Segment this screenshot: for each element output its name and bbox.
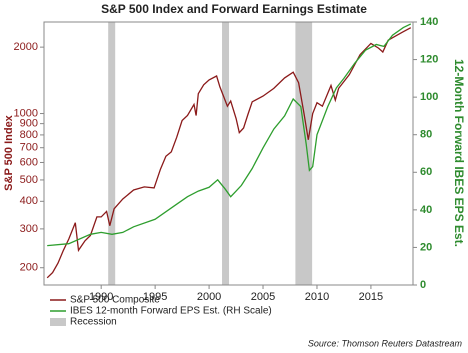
series-line bbox=[46, 27, 412, 279]
source-note: Source: Thomson Reuters Datastream bbox=[308, 338, 463, 348]
y2-tick-label: 40 bbox=[420, 204, 432, 216]
chart-title: S&P 500 Index and Forward Earnings Estim… bbox=[101, 2, 367, 16]
y2-tick-label: 100 bbox=[420, 91, 438, 103]
x-tick-label: 2010 bbox=[305, 291, 329, 303]
y2-tick-label: 140 bbox=[420, 16, 438, 28]
legend-swatch bbox=[50, 318, 66, 326]
x-tick-label: 2005 bbox=[251, 291, 275, 303]
y-tick-label: 1000 bbox=[14, 107, 38, 119]
series-line bbox=[47, 23, 412, 247]
y2-tick-label: 120 bbox=[420, 53, 438, 65]
recession-band bbox=[108, 22, 116, 285]
legend-label: IBES 12-month Forward EPS Est. (RH Scale… bbox=[70, 306, 272, 317]
plot-frame bbox=[43, 21, 414, 286]
y-tick-label: 700 bbox=[20, 142, 38, 154]
y2-tick-label: 20 bbox=[420, 241, 432, 253]
legend-label: Recession bbox=[70, 317, 117, 328]
y-tick-label: 300 bbox=[20, 223, 38, 235]
y-tick-label: 200 bbox=[20, 262, 38, 274]
y-tick-label: 500 bbox=[20, 174, 38, 186]
y-axis-title: S&P 500 Index bbox=[3, 114, 15, 190]
legend-label: S&P 500 Composite bbox=[70, 295, 160, 306]
y-tick-label: 900 bbox=[20, 118, 38, 130]
recession-band bbox=[222, 22, 230, 285]
y-tick-label: 800 bbox=[20, 129, 38, 141]
x-tick-label: 2000 bbox=[197, 291, 221, 303]
y-tick-label: 2000 bbox=[14, 41, 38, 53]
y2-tick-label: 60 bbox=[420, 166, 432, 178]
y2-tick-label: 80 bbox=[420, 129, 432, 141]
y-tick-label: 600 bbox=[20, 156, 38, 168]
y2-axis-title: 12-Month Forward IBES EPS Est. bbox=[452, 59, 466, 247]
recession-band bbox=[295, 22, 313, 285]
x-tick-label: 2015 bbox=[359, 291, 383, 303]
y2-tick-label: 0 bbox=[420, 279, 426, 291]
x-tick-label: 1995 bbox=[143, 291, 167, 303]
x-tick-label: 1990 bbox=[89, 291, 113, 303]
y-tick-label: 400 bbox=[20, 195, 38, 207]
